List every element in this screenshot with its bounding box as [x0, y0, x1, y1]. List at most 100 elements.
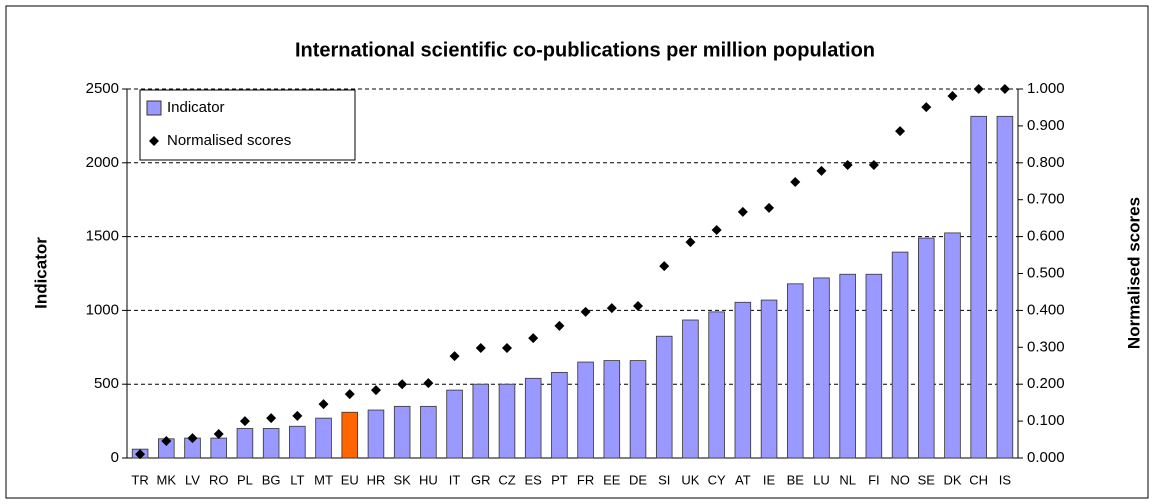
- y-tick-label: 2000: [86, 154, 119, 171]
- score-marker: [135, 449, 146, 460]
- x-tick-label: MT: [314, 472, 333, 487]
- bar: [367, 409, 385, 459]
- score-marker: [449, 351, 460, 362]
- score-marker: [423, 378, 434, 389]
- x-tick-label: NO: [890, 472, 910, 487]
- x-tick-label: NL: [839, 472, 856, 487]
- legend-label: Normalised scores: [167, 132, 291, 149]
- x-tick-label: UK: [681, 472, 699, 487]
- bar: [629, 360, 647, 459]
- x-tick-label: IT: [449, 472, 461, 487]
- x-tick-label: TR: [131, 472, 148, 487]
- x-tick-label: GR: [471, 472, 491, 487]
- bar: [524, 377, 542, 459]
- y2-tick-label: 0.200: [1027, 375, 1065, 392]
- score-marker: [528, 333, 539, 344]
- x-tick-label: RO: [209, 472, 229, 487]
- bar: [289, 425, 306, 459]
- score-marker: [816, 165, 827, 176]
- bar: [551, 371, 568, 459]
- score-marker: [685, 237, 696, 248]
- score-marker: [921, 102, 932, 113]
- score-marker: [344, 389, 355, 400]
- score-marker: [659, 261, 670, 272]
- legend-box: [139, 89, 356, 161]
- x-tick-label: BG: [262, 472, 281, 487]
- bar: [760, 299, 778, 459]
- score-marker: [370, 385, 381, 396]
- x-tick-label: PL: [237, 472, 253, 487]
- bar: [472, 383, 490, 459]
- x-tick-label: ES: [525, 472, 543, 487]
- x-tick-label: EU: [341, 472, 359, 487]
- x-tick-label: LU: [813, 472, 830, 487]
- x-tick-label: FI: [868, 472, 880, 487]
- x-tick-label: CZ: [498, 472, 515, 487]
- x-tick-label: LV: [185, 472, 200, 487]
- score-marker: [842, 160, 853, 171]
- bar: [655, 335, 673, 459]
- y2-tick-label: 0.500: [1027, 264, 1065, 281]
- bar: [236, 428, 254, 459]
- x-tick-label: IS: [999, 472, 1012, 487]
- x-tick-label: DK: [943, 472, 961, 487]
- y2-tick-label: 1.000: [1027, 80, 1065, 97]
- score-marker: [868, 160, 879, 171]
- legend-swatch: [146, 100, 162, 116]
- score-marker: [895, 126, 906, 137]
- y2-tick-label: 0.100: [1027, 412, 1065, 429]
- score-marker: [737, 206, 748, 217]
- score-marker: [633, 300, 644, 311]
- bar: [813, 277, 830, 459]
- x-tick-label: SI: [658, 472, 670, 487]
- bar: [865, 273, 883, 459]
- y-tick-label: 0: [111, 449, 119, 466]
- score-marker: [790, 176, 801, 187]
- score-marker: [187, 433, 198, 444]
- x-tick-label: EE: [603, 472, 621, 487]
- score-marker: [711, 224, 722, 235]
- legend-marker: [149, 136, 159, 146]
- bar: [682, 319, 699, 459]
- score-marker: [397, 379, 408, 390]
- bar: [577, 361, 594, 459]
- x-tick-label: CH: [969, 472, 988, 487]
- x-tick-label: DE: [629, 472, 647, 487]
- x-tick-label: MK: [157, 472, 177, 487]
- y-axis-label: Indicator: [31, 237, 50, 309]
- legend-label: Indicator: [167, 99, 225, 116]
- bar: [891, 251, 909, 459]
- score-marker: [580, 306, 591, 317]
- bar: [393, 405, 411, 459]
- y-tick-label: 500: [94, 375, 119, 392]
- score-marker: [292, 410, 303, 421]
- score-marker: [501, 343, 512, 354]
- x-tick-label: HU: [419, 472, 438, 487]
- x-tick-label: SK: [393, 472, 411, 487]
- bar: [341, 411, 359, 459]
- bar: [315, 417, 332, 459]
- score-marker: [239, 416, 250, 427]
- bar: [420, 405, 437, 459]
- x-tick-label: FR: [577, 472, 594, 487]
- score-marker: [973, 84, 984, 94]
- x-tick-label: HR: [367, 472, 386, 487]
- y2-tick-label: 0.300: [1027, 338, 1065, 355]
- chart-title: International scientific co-publications…: [295, 39, 875, 61]
- y2-tick-label: 0.600: [1027, 228, 1065, 245]
- y-tick-label: 1000: [86, 301, 119, 318]
- score-marker: [999, 84, 1010, 94]
- x-tick-label: CY: [708, 472, 726, 487]
- x-tick-label: AT: [735, 472, 751, 487]
- bar: [839, 273, 856, 459]
- bar: [734, 301, 752, 459]
- score-marker: [764, 202, 775, 213]
- x-tick-label: LT: [290, 472, 304, 487]
- x-tick-label: BE: [787, 472, 805, 487]
- score-marker: [554, 320, 565, 331]
- x-tick-label: IE: [763, 472, 776, 487]
- bar: [944, 232, 961, 459]
- bar: [446, 389, 463, 459]
- x-tick-label: SE: [918, 472, 936, 487]
- y2-tick-label: 0.700: [1027, 191, 1065, 208]
